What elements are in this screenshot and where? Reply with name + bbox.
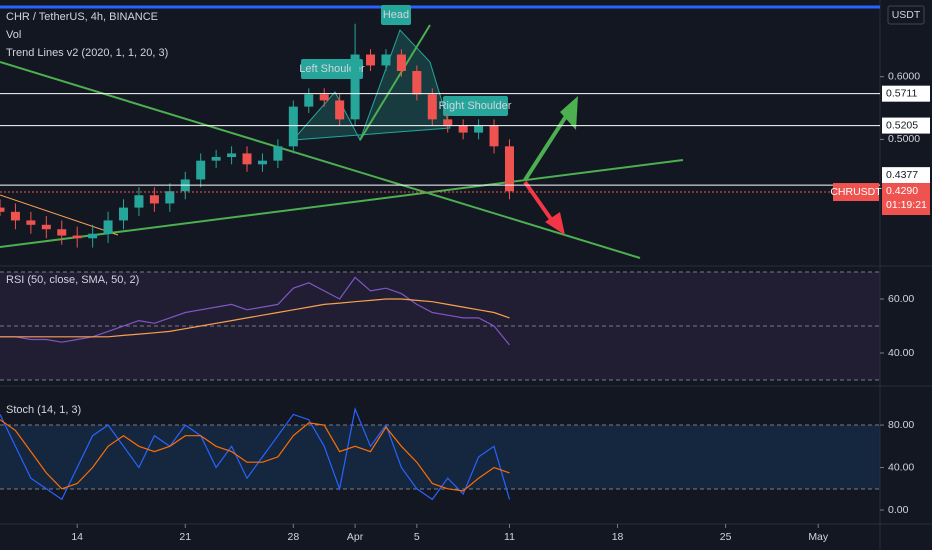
y-tick-label: 0.5000 [888, 133, 920, 145]
indicator-line [0, 298, 510, 338]
volume-label: Vol [6, 29, 21, 41]
header: CHR / TetherUS, 4h, BINANCE Vol Trend Li… [6, 11, 168, 416]
trend-line [0, 159, 684, 248]
current-price: 0.4290 [886, 185, 918, 197]
candle-body [134, 195, 144, 208]
rsi-band [0, 272, 880, 380]
current-symbol: CHRUSDT [830, 186, 882, 198]
candle-body [427, 94, 437, 120]
y-tick-label: 0.00 [888, 504, 909, 516]
level-box [882, 117, 930, 134]
x-tick-label: 21 [179, 531, 191, 543]
currency: USDT [892, 9, 921, 21]
candle-body [103, 220, 113, 234]
candle-body [10, 211, 20, 221]
up-arrow [523, 108, 572, 182]
down-arrow [523, 180, 555, 224]
candle-body [196, 160, 206, 180]
candle-body [242, 153, 252, 165]
trend-line [0, 194, 119, 236]
indicator-label: Trend Lines v2 (2020, 1, 1, 20, 3) [6, 47, 168, 59]
candle-body [119, 207, 129, 221]
x-tick-label: 5 [414, 531, 420, 543]
trend-line [0, 61, 641, 259]
x-tick-label: 28 [287, 531, 299, 543]
stoch-band [0, 425, 880, 489]
level-label: 0.5711 [886, 87, 917, 99]
indicator-line [0, 276, 510, 346]
currency-box [887, 5, 925, 25]
candle-body [227, 153, 237, 158]
candle-body [443, 119, 453, 126]
label-box [301, 59, 363, 79]
candle-body [335, 100, 345, 120]
x-tick-label: Apr [347, 531, 364, 543]
candle-body [381, 54, 391, 66]
candle-body [396, 54, 406, 72]
stoch-label: Stoch (14, 1, 3) [6, 404, 81, 416]
down-arrow-head [545, 212, 565, 235]
candle-body [26, 220, 36, 225]
current-box [833, 183, 879, 202]
candle-body [474, 125, 484, 133]
drawings [0, 24, 684, 259]
x-tick-label: 14 [71, 531, 83, 543]
indicator-line [0, 407, 511, 501]
candle-body [504, 146, 514, 192]
candle-body [458, 125, 468, 133]
x-tick-label: 25 [720, 531, 732, 543]
y-tick-label: 80.00 [888, 419, 914, 431]
candle-body [304, 94, 314, 107]
x-tick-label: 18 [612, 531, 624, 543]
countdown: 01:19:21 [886, 199, 927, 211]
candle-body [88, 233, 98, 239]
title: CHR / TetherUS, 4h, BINANCE [6, 11, 158, 23]
x-tick-label: May [808, 531, 829, 543]
candle-body [57, 229, 67, 236]
y-tick-label: 60.00 [888, 293, 914, 305]
candle-body [288, 106, 298, 147]
indicator-line [0, 419, 510, 492]
candle-body [211, 157, 221, 161]
level-box [882, 167, 930, 184]
label-box [443, 96, 508, 116]
candle-body [350, 54, 360, 120]
candle-body [412, 71, 422, 95]
candle-body [165, 191, 175, 204]
candle-body [489, 125, 499, 147]
y-tick-label: 40.00 [888, 461, 914, 473]
annotation: Head [383, 9, 409, 21]
x-tick-label: 11 [504, 531, 515, 543]
candle-body [149, 195, 159, 204]
rsi-label: RSI (50, close, SMA, 50, 2) [6, 274, 139, 286]
up-arrow-head [560, 96, 578, 130]
annotations: Head Left Shoulder Right Shoulder [299, 5, 512, 116]
level-box [882, 85, 930, 102]
candle-body [319, 94, 329, 101]
candle-body [366, 54, 376, 66]
annotation: Right Shoulder [439, 100, 512, 112]
y-tick-label: 0.6000 [888, 70, 920, 82]
neck-line [359, 24, 431, 141]
annotation: Left Shoulder [299, 63, 365, 75]
label-box [381, 5, 411, 25]
y-tick-label: 40.00 [888, 347, 914, 359]
level-label: 0.5205 [886, 119, 918, 131]
current-price-box [882, 183, 930, 216]
candle-body [72, 235, 82, 239]
candle-body [41, 224, 51, 230]
level-label: 0.4377 [886, 169, 918, 181]
candle-body [0, 207, 5, 212]
candle-body [273, 146, 283, 161]
candle-body [257, 160, 267, 165]
